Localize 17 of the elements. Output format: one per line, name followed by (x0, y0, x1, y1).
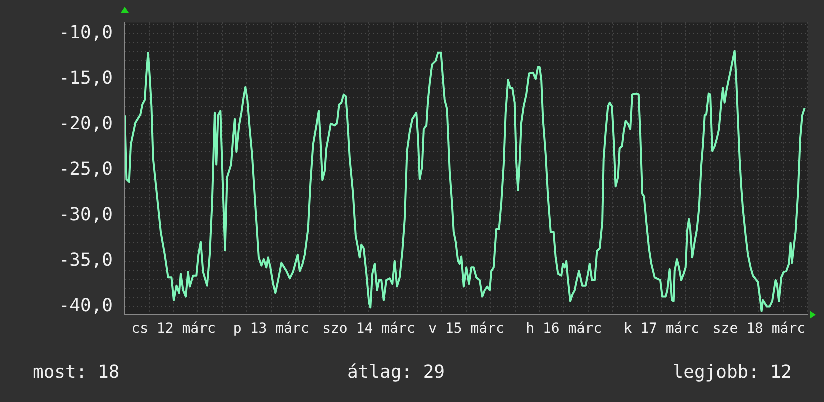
text: legjobb: 12 (672, 362, 792, 383)
x-tick-label: v 15 márc (428, 321, 504, 338)
x-tick-label: p 13 márc (233, 321, 310, 338)
text: most: 18 (33, 362, 120, 383)
y-tick-label: -35,0 (58, 250, 113, 271)
y-tick-label: -20,0 (58, 113, 113, 134)
x-tick-label: szo 14 márc (322, 321, 416, 338)
text: átlag: 29 (347, 362, 446, 383)
x-tick-label: k 17 márc (624, 321, 700, 338)
x-tick-label: sze 18 márc (712, 321, 806, 338)
y-tick-label: -25,0 (58, 158, 113, 180)
y-tick-label: -10,0 (58, 22, 113, 44)
y-tick-label: -15,0 (58, 68, 113, 89)
x-tick-label: h 16 márc (526, 321, 602, 338)
y-tick-label: -30,0 (58, 204, 113, 226)
y-tick-label: -40,0 (58, 295, 113, 316)
x-tick-label: cs 12 márc (132, 321, 216, 338)
